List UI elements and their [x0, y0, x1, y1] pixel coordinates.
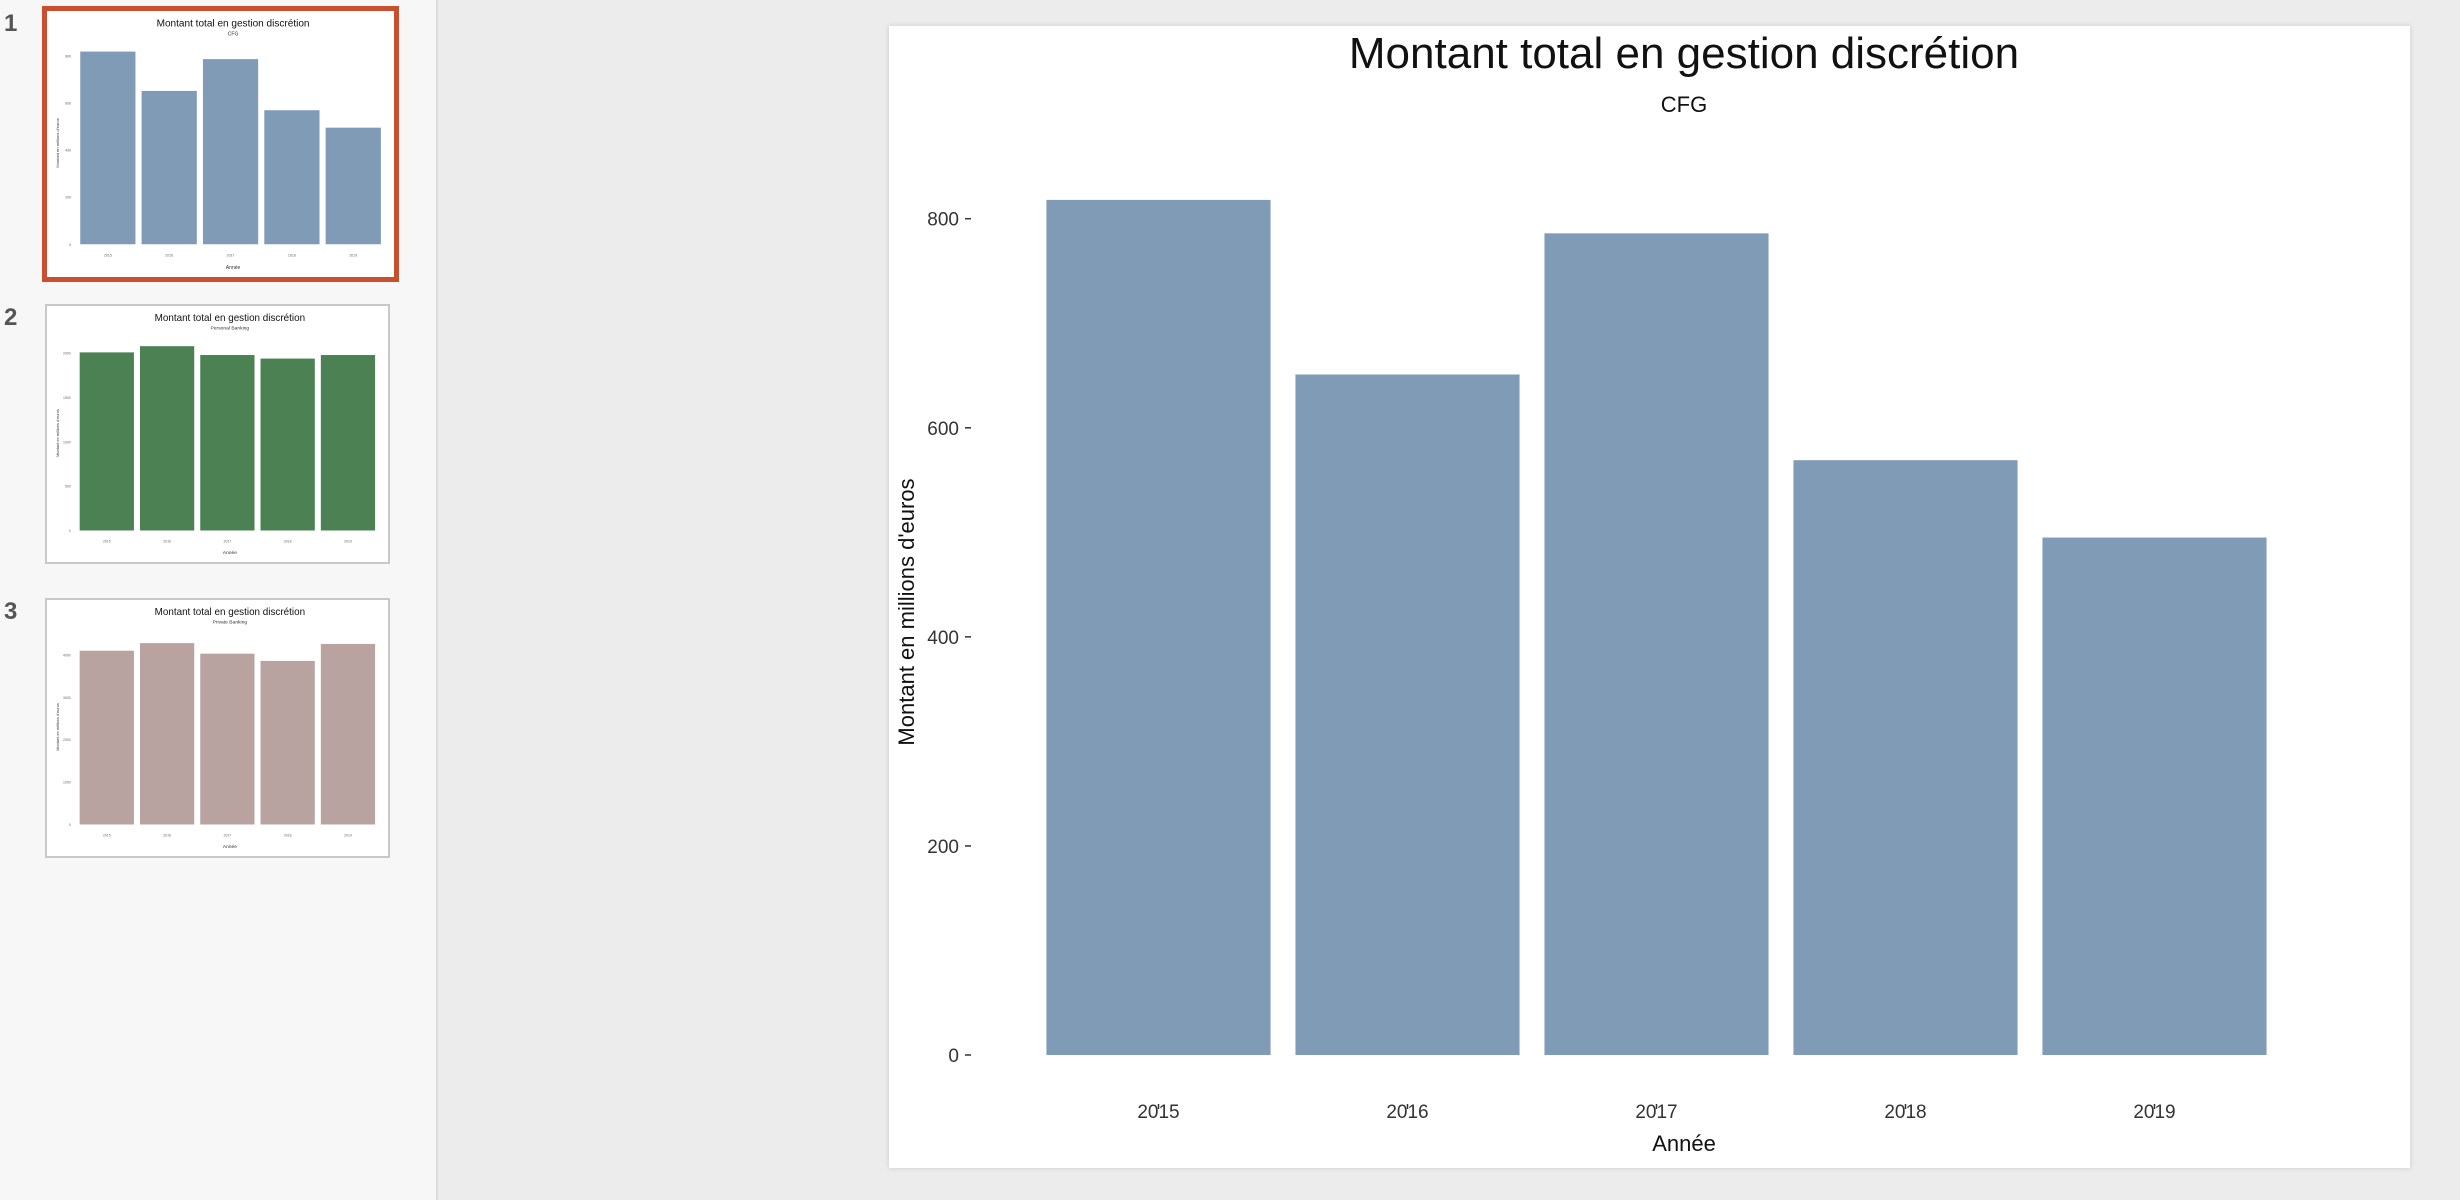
- slide-number-1: 1: [4, 10, 18, 37]
- thumb-x-tick-label: 2016: [165, 254, 173, 258]
- thumb-x-axis-label: Année: [223, 550, 238, 556]
- thumb-y-tick-label: 1000: [63, 440, 71, 444]
- thumb-x-tick-label: 2018: [288, 254, 296, 258]
- thumb-bar-2018: [260, 358, 315, 531]
- slide-number-3: 3: [4, 598, 18, 625]
- thumb-y-tick-label: 400: [65, 149, 71, 153]
- thumb-x-tick-label: 2017: [224, 539, 232, 543]
- slide-thumbnail-2[interactable]: Montant total en gestion discrétion Perso…: [45, 304, 390, 564]
- thumb-bar-2015: [80, 51, 136, 245]
- thumb-bar-2017: [200, 355, 255, 531]
- thumb-x-tick-label: 2019: [344, 833, 352, 837]
- slide-thumbnail-1[interactable]: Montant total en gestion discrétion CFG Mo…: [42, 6, 399, 282]
- x-tick-label: 2015: [1137, 1102, 1179, 1123]
- thumb-bar-2015: [79, 352, 134, 531]
- thumb-y-tick-label: 2000: [63, 738, 71, 742]
- thumb-subtitle: CFG: [228, 32, 239, 38]
- thumb-y-tick-label: 1000: [63, 781, 71, 785]
- bar-2016: [1295, 374, 1520, 1055]
- thumb-x-tick-label: 2016: [163, 539, 171, 543]
- slide-thumbnail-panel: 1 Montant total en gestion discrétion CFG…: [0, 0, 438, 1200]
- thumb-x-tick-label: 2019: [349, 254, 357, 258]
- thumb-y-axis-label: Montant en millions d'euros: [55, 118, 60, 168]
- y-tick-label: 400: [927, 628, 959, 649]
- thumb-y-axis-label: Montant en millions d'euros: [55, 409, 60, 457]
- thumb-x-tick-label: 2015: [103, 833, 111, 837]
- thumb-bar-2017: [200, 653, 255, 825]
- thumb-title: Montant total en gestion discrétion: [157, 18, 310, 29]
- thumb-x-tick-label: 2019: [344, 539, 352, 543]
- thumb-y-tick-label: 4000: [63, 653, 71, 657]
- thumb-subtitle: Private Banking: [213, 620, 248, 626]
- thumb-x-tick-label: 2015: [104, 254, 112, 258]
- thumb-x-tick-label: 2018: [284, 833, 292, 837]
- slide-editor-area: Montant total en gestion discrétion CFG …: [438, 0, 2460, 1200]
- thumb-bar-2015: [79, 650, 134, 825]
- thumb-subtitle: Personal Banking: [211, 326, 250, 332]
- slide-number-2: 2: [4, 304, 18, 331]
- thumb-title: Montant total en gestion discrétion: [155, 607, 305, 618]
- x-tick-label: 2018: [1884, 1102, 1926, 1123]
- thumb-y-tick-label: 2000: [63, 352, 71, 356]
- thumb-y-tick-label: 800: [65, 54, 71, 58]
- thumb-x-tick-label: 2018: [284, 539, 292, 543]
- y-tick-label: 800: [927, 210, 959, 231]
- thumb-y-tick-label: 500: [65, 485, 71, 489]
- bar-chart: Montant total en gestion discrétion CFG …: [894, 29, 2267, 1156]
- thumb-bar-2016: [139, 643, 195, 825]
- thumb-bar-2019: [320, 643, 376, 825]
- thumb-y-tick-label: 200: [65, 196, 71, 200]
- thumb-bar-2018: [260, 660, 315, 825]
- thumb-bar-2017: [202, 59, 259, 245]
- thumb-y-axis-label: Montant en millions d'euros: [55, 703, 60, 751]
- thumb-y-tick-label: 600: [65, 101, 71, 105]
- thumb-x-tick-label: 2016: [163, 833, 171, 837]
- thumb-y-tick-label: 1500: [63, 396, 71, 400]
- thumb-bar-2016: [141, 90, 197, 245]
- thumb-bar-2016: [139, 346, 195, 531]
- bar-2019: [2042, 537, 2267, 1055]
- y-axis-label: Montant en millions d'euros: [894, 478, 919, 745]
- thumb-x-tick-label: 2017: [224, 833, 232, 837]
- y-tick-label: 600: [927, 419, 959, 440]
- x-tick-label: 2016: [1386, 1102, 1428, 1123]
- y-tick-label: 200: [927, 837, 959, 858]
- bar-2017: [1544, 233, 1769, 1055]
- thumb-y-tick-label: 0: [69, 243, 71, 247]
- x-tick-label: 2019: [2133, 1102, 2175, 1123]
- thumb-y-tick-label: 0: [69, 529, 71, 533]
- slide-thumbnail-3[interactable]: Montant total en gestion discrétion Priva…: [45, 598, 390, 858]
- x-tick-label: 2017: [1635, 1102, 1677, 1123]
- thumb-x-axis-label: Année: [226, 265, 241, 271]
- chart-subtitle: CFG: [1661, 92, 1707, 117]
- x-axis-label: Année: [1652, 1131, 1716, 1156]
- thumb-x-tick-label: 2017: [227, 254, 235, 258]
- thumb-bar-2019: [325, 127, 381, 245]
- chart-title: Montant total en gestion discrétion: [1349, 29, 2019, 78]
- thumb-y-tick-label: 3000: [63, 696, 71, 700]
- bar-2015: [1046, 199, 1271, 1055]
- thumb-x-tick-label: 2015: [103, 539, 111, 543]
- thumb-bar-2018: [264, 110, 320, 245]
- bar-2018: [1793, 460, 2018, 1055]
- y-tick-label: 0: [948, 1046, 959, 1067]
- thumb-y-tick-label: 0: [69, 823, 71, 827]
- thumb-x-axis-label: Année: [223, 844, 238, 850]
- thumb-title: Montant total en gestion discrétion: [155, 313, 305, 324]
- current-slide[interactable]: Montant total en gestion discrétion CFG …: [889, 26, 2410, 1168]
- thumb-bar-2019: [320, 355, 376, 531]
